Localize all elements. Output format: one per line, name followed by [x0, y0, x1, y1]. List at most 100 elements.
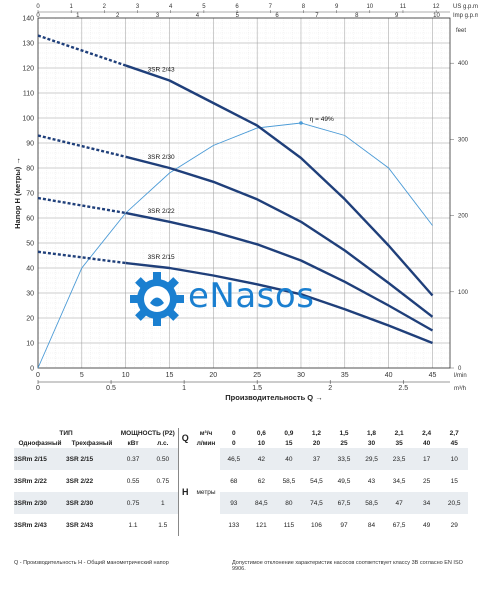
x-tick-label-us: 5 — [202, 4, 206, 10]
head-value-cell: 84,5 — [247, 492, 276, 514]
x-tick-label-imp: 7 — [315, 13, 319, 19]
head-value-cell: 40 — [275, 448, 303, 470]
head-value-cell: 67,5 — [392, 521, 406, 529]
head-value-cell: 121 — [255, 521, 267, 529]
series-dashed-segment — [37, 34, 127, 67]
x-tick-label-us: 9 — [335, 4, 339, 10]
feet-tick-label: 400 — [458, 61, 469, 67]
x-tick-label-us: 10 — [366, 4, 373, 10]
chart-grid — [37, 17, 451, 369]
q-header: Q — [177, 428, 193, 448]
type-header: ТИП — [59, 429, 73, 437]
x-tick-label-us: 1 — [70, 4, 74, 10]
three-phase-model: 3SR 2/22 — [66, 477, 94, 485]
x-tick-label-imp: 8 — [355, 13, 359, 19]
head-value-cell: 62 — [257, 477, 265, 485]
q-lmin-cell: 40 — [423, 439, 431, 447]
table-row: 3SRm 2/43 3SR 2/43 1.1 1.5 133 121 115 106 97 84 6… — [14, 514, 468, 536]
x-unit-m3h: m³/h — [454, 386, 466, 392]
q-lmin-cell: 20 — [312, 439, 321, 447]
y-tick-label: 100 — [22, 116, 34, 123]
x-tick-label-lmin: 10 — [122, 372, 130, 379]
q-m3h-cell: 2,1 — [394, 429, 404, 437]
kw-header: кВт — [127, 439, 139, 447]
x-tick-label-lmin: 15 — [166, 372, 174, 379]
series-line — [125, 211, 434, 332]
head-value-cell: 29 — [450, 521, 458, 529]
y-axis-title: Напор H (метры) → — [13, 157, 22, 229]
x-tick-label-us: 3 — [136, 4, 140, 10]
x-tick-label-m3h: 1 — [182, 385, 186, 392]
head-value-cell: 42 — [247, 448, 276, 470]
power-hp-cell: 0.75 — [156, 477, 170, 485]
hp-header: л.с. — [157, 439, 169, 447]
meters-header: метры — [196, 488, 216, 496]
series-label: 3SR 2/43 — [148, 67, 175, 74]
y-tick-label: 140 — [22, 16, 34, 23]
power-hp-cell: 1 — [148, 492, 179, 514]
head-value-cell: 47 — [385, 492, 413, 514]
x-tick-label-us: 6 — [235, 4, 239, 10]
head-value-cell: 34 — [412, 492, 441, 514]
efficiency-label: η = 49% — [310, 116, 334, 123]
three-phase-model: 3SR 2/43 — [66, 521, 94, 529]
head-value-cell: 33,5 — [330, 448, 358, 470]
m3h-header: м³/ч — [199, 429, 213, 437]
feet-tick-label: 200 — [458, 214, 469, 220]
head-value-cell: 80 — [275, 492, 303, 514]
head-value-cell: 34,5 — [392, 477, 406, 485]
y-tick-label: 80 — [26, 166, 34, 173]
performance-table: ТИП МОЩНОСТЬ (P2) Q м³/ч 0 0,6 0,9 1,2 1… — [14, 428, 468, 536]
q-m3h-cell: 2,7 — [449, 429, 459, 437]
head-value-cell: 133 — [228, 521, 240, 529]
series-label: 3SR 2/22 — [148, 208, 175, 215]
head-value-cell: 68 — [230, 477, 238, 485]
x-tick-label-lmin: 30 — [297, 372, 305, 379]
x-tick-label-us: 2 — [103, 4, 107, 10]
x-tick-label-lmin: 45 — [429, 372, 437, 379]
x-tick-label-m3h: 2.5 — [398, 385, 408, 392]
head-value-cell: 46,5 — [220, 448, 248, 470]
q-lmin-cell: 0 — [231, 439, 236, 447]
x-tick-label-lmin: 40 — [385, 372, 393, 379]
head-value-cell: 115 — [283, 521, 295, 529]
h-header: H — [177, 448, 193, 536]
head-value-cell: 74,5 — [302, 492, 331, 514]
x-tick-label-m3h: 0 — [36, 385, 40, 392]
x-unit-us: US g.p.m. — [453, 4, 478, 10]
efficiency-peak-point — [299, 121, 303, 125]
q-lmin-cell: 10 — [257, 439, 265, 447]
head-value-cell: 54,5 — [310, 477, 323, 485]
x-tick-label-m3h: 2 — [328, 385, 332, 392]
power-kw-cell: 1.1 — [128, 521, 138, 529]
head-value-cell: 25 — [423, 477, 431, 485]
head-value-cell: 67,5 — [330, 492, 358, 514]
series-line — [125, 261, 433, 345]
logo-text: eNasos — [188, 276, 315, 316]
y-tick-label: 10 — [26, 341, 34, 348]
plot-frame — [37, 17, 451, 369]
y-tick-label: 30 — [26, 291, 34, 298]
three-phase-model: 3SR 2/30 — [66, 492, 119, 514]
y-tick-label: 0 — [30, 366, 34, 373]
three-phase-header: Трехфазный — [71, 439, 113, 447]
right-unit-feet: feet — [456, 28, 466, 34]
efficiency-curve-group — [37, 121, 433, 369]
series-line — [125, 155, 434, 318]
x-tick-label-imp: 4 — [196, 13, 200, 19]
gear-icon — [130, 272, 184, 326]
q-m3h-cell: 2,4 — [422, 429, 432, 437]
x-tick-label-imp: 5 — [236, 13, 240, 19]
x-tick-label-lmin: 35 — [341, 372, 349, 379]
x-tick-label-lmin: 5 — [80, 372, 84, 379]
y-tick-label: 120 — [22, 66, 34, 73]
head-value-cell: 58,5 — [282, 477, 296, 485]
q-lmin-cell: 30 — [367, 439, 376, 447]
feet-tick-label: 100 — [458, 290, 469, 296]
y-tick-label: 50 — [26, 241, 34, 248]
x-tick-label-us: 12 — [433, 4, 440, 10]
x-tick-label-imp: 6 — [275, 13, 279, 19]
single-phase-model: 3SRm 2/15 — [14, 448, 66, 470]
y-tick-label: 60 — [26, 216, 34, 223]
